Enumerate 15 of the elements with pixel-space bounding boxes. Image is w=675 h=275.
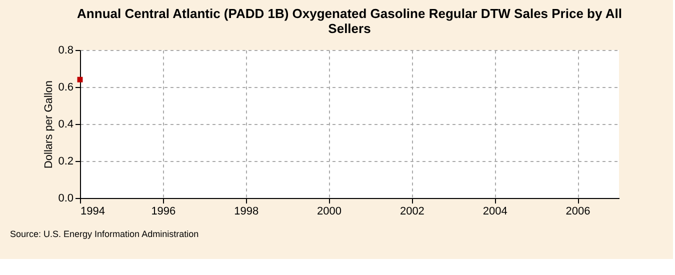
x-tick-label: 2000: [317, 206, 342, 218]
y-tick-label: 0.4: [58, 118, 74, 130]
y-tick-label: 0.2: [58, 156, 74, 168]
y-tick-label: 0.8: [58, 44, 74, 56]
x-tick-label: 1994: [80, 206, 105, 218]
source-note: Source: U.S. Energy Information Administration: [10, 229, 199, 239]
x-tick-label: 1998: [234, 206, 259, 218]
x-tick-label: 2004: [482, 206, 508, 218]
y-tick-label: 0.6: [58, 82, 74, 94]
chart-title: Annual Central Atlantic (PADD 1B) Oxygenated Gasoline Regular DTW Sales Price by All Sellers: [77, 6, 622, 36]
y-axis-title: Dollars per Gallon: [43, 80, 56, 169]
y-tick-label: 0.0: [58, 192, 74, 204]
x-tick-label: 2006: [566, 206, 590, 218]
x-tick-label: 2002: [400, 206, 424, 218]
x-tick-label: 1996: [151, 206, 176, 218]
